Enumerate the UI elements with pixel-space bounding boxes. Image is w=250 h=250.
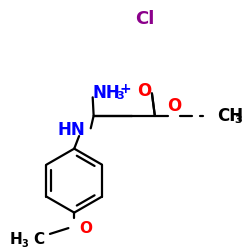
Text: Cl: Cl xyxy=(136,10,155,28)
Text: 3: 3 xyxy=(22,238,29,248)
Text: 3: 3 xyxy=(116,91,124,101)
Text: NH: NH xyxy=(92,84,120,102)
Text: 3: 3 xyxy=(234,114,242,124)
Text: H: H xyxy=(10,232,23,247)
Text: +: + xyxy=(120,82,132,96)
Text: O: O xyxy=(137,82,151,100)
Text: CH: CH xyxy=(217,107,243,125)
Text: C: C xyxy=(34,232,44,247)
Text: HN: HN xyxy=(58,121,85,139)
Text: O: O xyxy=(167,97,182,115)
Text: O: O xyxy=(80,220,92,236)
